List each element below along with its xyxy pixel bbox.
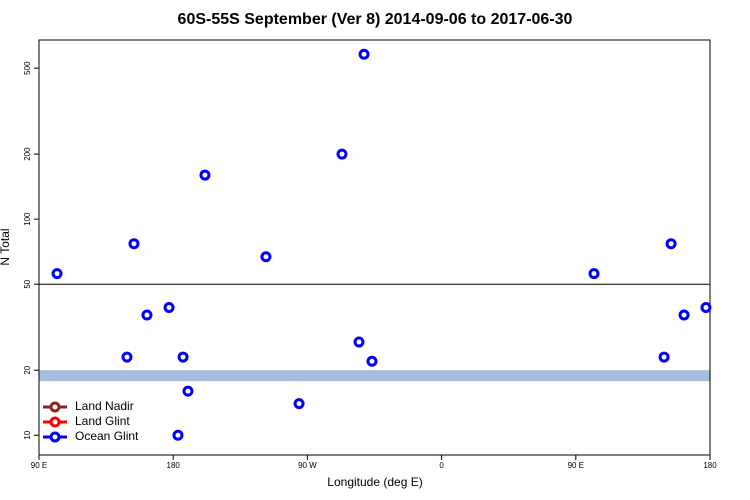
ocean-glint-point bbox=[700, 302, 712, 314]
y-tick-label: 500 bbox=[23, 61, 32, 75]
ocean-glint-point bbox=[141, 309, 153, 321]
y-axis-label: N Total bbox=[0, 228, 12, 265]
y-tick-label: 100 bbox=[23, 212, 32, 226]
y-tick-label: 10 bbox=[23, 430, 32, 439]
ocean-glint-point bbox=[260, 251, 272, 263]
x-axis-label: Longitude (deg E) bbox=[327, 475, 422, 489]
ocean-glint-point bbox=[182, 385, 194, 397]
y-tick-label: 50 bbox=[23, 279, 32, 288]
ocean-glint-point bbox=[293, 398, 305, 410]
y-tick-label: 20 bbox=[23, 365, 32, 374]
x-tick-label: 0 bbox=[439, 461, 444, 470]
chart-title: 60S-55S September (Ver 8) 2014-09-06 to … bbox=[178, 11, 573, 28]
ocean-glint-point bbox=[658, 351, 670, 363]
ocean-glint-point bbox=[678, 309, 690, 321]
legend-marker bbox=[49, 431, 61, 443]
ocean-glint-point bbox=[588, 268, 600, 280]
legend-label: Ocean Glint bbox=[75, 429, 139, 443]
x-tick-label: 90 E bbox=[31, 461, 47, 470]
ocean-glint-point bbox=[665, 238, 677, 250]
reference-band bbox=[39, 370, 710, 382]
plot-frame bbox=[38, 39, 711, 456]
ocean-glint-point bbox=[51, 268, 63, 280]
x-tick-label: 90 E bbox=[568, 461, 584, 470]
legend-label: Land Nadir bbox=[75, 399, 134, 413]
ocean-glint-point bbox=[366, 355, 378, 367]
ocean-glint-point bbox=[336, 148, 348, 160]
y-tick-label: 200 bbox=[23, 147, 32, 161]
legend-marker bbox=[49, 416, 61, 428]
ocean-glint-point bbox=[172, 429, 184, 441]
legend-marker bbox=[49, 401, 61, 413]
ocean-glint-point bbox=[199, 169, 211, 181]
ocean-glint-point bbox=[358, 48, 370, 60]
ocean-glint-point bbox=[177, 351, 189, 363]
x-tick-label: 90 W bbox=[298, 461, 317, 470]
x-tick-label: 180 bbox=[167, 461, 181, 470]
ocean-glint-point bbox=[121, 351, 133, 363]
ocean-glint-point bbox=[128, 238, 140, 250]
ocean-glint-point bbox=[163, 302, 175, 314]
x-tick-label: 180 bbox=[703, 461, 717, 470]
ocean-glint-point bbox=[353, 336, 365, 348]
legend-label: Land Glint bbox=[75, 414, 130, 428]
